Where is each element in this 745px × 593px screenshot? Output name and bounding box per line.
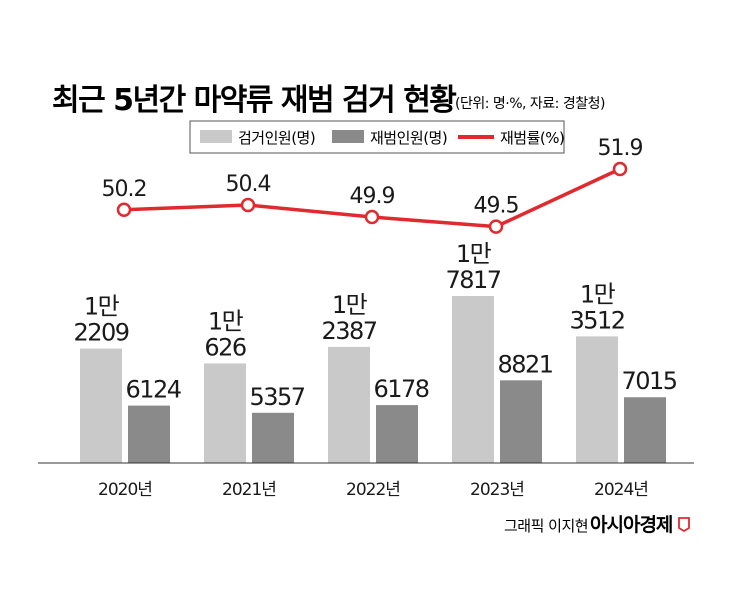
rate-point-2021년 xyxy=(240,197,256,213)
bar-repeat-2021년 xyxy=(252,412,294,463)
bar-repeat-2024년 xyxy=(624,397,666,463)
bar-arrests-2023년 xyxy=(452,296,494,463)
data-label-repeat: 6124 xyxy=(125,376,180,404)
data-label-arrests: 1만 xyxy=(84,293,120,321)
rate-point-2022년 xyxy=(364,209,380,225)
bar-arrests-2020년 xyxy=(80,348,122,463)
data-label-repeat: 5357 xyxy=(249,383,304,411)
rate-label: 50.2 xyxy=(102,177,147,202)
x-tick-labels: 2020년 2021년 2022년 2023년 2024년 xyxy=(98,480,649,500)
chart-subtitle: (단위: 명·%, 자료: 경찰청) xyxy=(455,96,605,112)
data-label-arrests: 1만 xyxy=(456,240,492,268)
bars-layer: 1만220961241만62653571만238761781만781788211… xyxy=(73,240,678,463)
x-tick-label: 2024년 xyxy=(594,480,648,500)
rate-label: 51.9 xyxy=(598,136,643,161)
x-tick-label: 2022년 xyxy=(346,480,400,500)
bar-repeat-2023년 xyxy=(500,380,542,463)
bar-repeat-2020년 xyxy=(128,405,170,463)
data-label-repeat: 7015 xyxy=(621,367,676,395)
chart-title: 최근 5년간 마약류 재범 검거 현황 xyxy=(52,83,456,118)
bar-repeat-2022년 xyxy=(376,405,418,463)
legend-label-repeat: 재범인원(명) xyxy=(370,129,447,147)
data-label-arrests: 626 xyxy=(204,333,246,361)
legend-swatch-repeat xyxy=(332,130,364,143)
graphic-credit: 그래픽 이지현 xyxy=(504,517,588,535)
bar-arrests-2024년 xyxy=(576,336,618,463)
data-label-repeat: 8821 xyxy=(497,350,552,378)
rate-label: 49.9 xyxy=(350,184,395,209)
data-label-arrests: 1만 xyxy=(208,307,244,335)
x-tick-label: 2020년 xyxy=(98,480,152,500)
rate-point-2023년 xyxy=(488,219,504,234)
data-label-arrests: 1만 xyxy=(580,280,616,308)
rate-label: 49.5 xyxy=(474,194,519,219)
data-label-arrests: 2209 xyxy=(73,319,128,347)
legend-box xyxy=(189,120,565,154)
rate-point-2024년 xyxy=(612,161,628,177)
data-label-repeat: 6178 xyxy=(373,375,428,403)
x-tick-label: 2021년 xyxy=(222,480,276,500)
x-tick-label: 2023년 xyxy=(470,480,524,500)
data-label-arrests: 1만 xyxy=(332,291,368,319)
data-label-arrests: 3512 xyxy=(569,306,624,334)
legend-label-arrests: 검거인원(명) xyxy=(238,129,315,147)
bar-arrests-2022년 xyxy=(328,346,370,463)
legend-swatch-arrests xyxy=(200,130,232,143)
legend-label-rate: 재범률(%) xyxy=(500,129,564,147)
bar-arrests-2021년 xyxy=(204,363,246,463)
data-label-arrests: 7817 xyxy=(445,266,500,294)
brand-logo-icon xyxy=(678,517,690,533)
rate-point-2020년 xyxy=(116,202,132,218)
data-label-arrests: 2387 xyxy=(321,317,376,345)
brand-logo-text: 아시아경제 xyxy=(590,514,672,536)
rate-label: 50.4 xyxy=(226,172,271,197)
rate-line-layer: 50.2 50.4 49.9 49.5 51.9 xyxy=(102,136,643,234)
